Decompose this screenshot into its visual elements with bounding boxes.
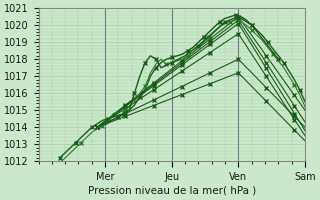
X-axis label: Pression niveau de la mer( hPa ): Pression niveau de la mer( hPa ) xyxy=(88,186,256,196)
